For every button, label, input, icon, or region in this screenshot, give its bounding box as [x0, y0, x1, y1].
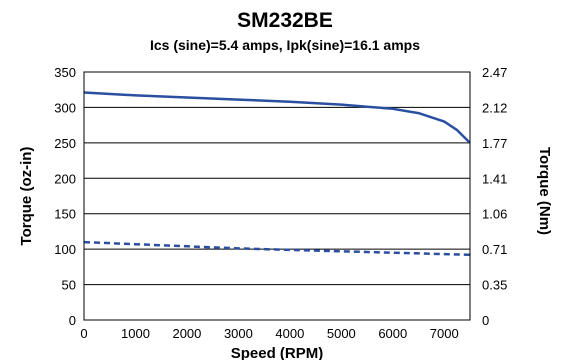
y2-tick-label: 0.35: [482, 278, 507, 293]
y2-axis-ticks: 0 0.35 0.71 1.06 1.41 1.77 2.12 2.47: [482, 65, 507, 328]
continuous-torque-line: [83, 240, 471, 257]
y-tick-label: 200: [54, 171, 76, 186]
y2-tick-label: 0: [482, 313, 489, 328]
x-axis-label: Speed (RPM): [231, 345, 324, 360]
x-tick-label: 6000: [378, 326, 407, 341]
y2-tick-label: 2.12: [482, 100, 507, 115]
series-layer: [83, 91, 471, 257]
y2-tick-label: 1.06: [482, 207, 507, 222]
chart-title: SM232BE: [237, 9, 333, 32]
y-tick-label: 100: [54, 242, 76, 257]
y-tick-label: 50: [62, 278, 76, 293]
y-tick-label: 300: [54, 100, 76, 115]
x-axis-ticks: 0 1000 2000 3000 4000 5000 6000 7000: [80, 326, 458, 341]
x-tick-label: 2000: [172, 326, 201, 341]
peak-torque-line: [83, 91, 471, 144]
x-tick-label: 5000: [327, 326, 356, 341]
y2-tick-label: 1.77: [482, 136, 507, 151]
y-axis-ticks: 0 50 100 150 200 250 300 350: [54, 65, 76, 328]
y-tick-label: 350: [54, 65, 76, 80]
chart-subtitle: Ics (sine)=5.4 amps, Ipk(sine)=16.1 amps: [150, 37, 420, 53]
y2-tick-label: 1.41: [482, 171, 507, 186]
plot-frame: [83, 71, 471, 321]
x-tick-label: 4000: [275, 326, 304, 341]
y-tick-label: 250: [54, 136, 76, 151]
x-tick-label: 3000: [224, 326, 253, 341]
x-tick-label: 1000: [121, 326, 150, 341]
y-axis-label: Torque (oz-in): [18, 147, 35, 246]
x-tick-label: 0: [80, 326, 87, 341]
y-tick-label: 0: [69, 313, 76, 328]
y-tick-label: 150: [54, 207, 76, 222]
y2-axis-label: Torque (Nm): [536, 147, 553, 235]
y2-tick-label: 2.47: [482, 65, 507, 80]
x-tick-label: 7000: [430, 326, 459, 341]
gridlines: [84, 106, 470, 286]
y2-tick-label: 0.71: [482, 242, 507, 257]
